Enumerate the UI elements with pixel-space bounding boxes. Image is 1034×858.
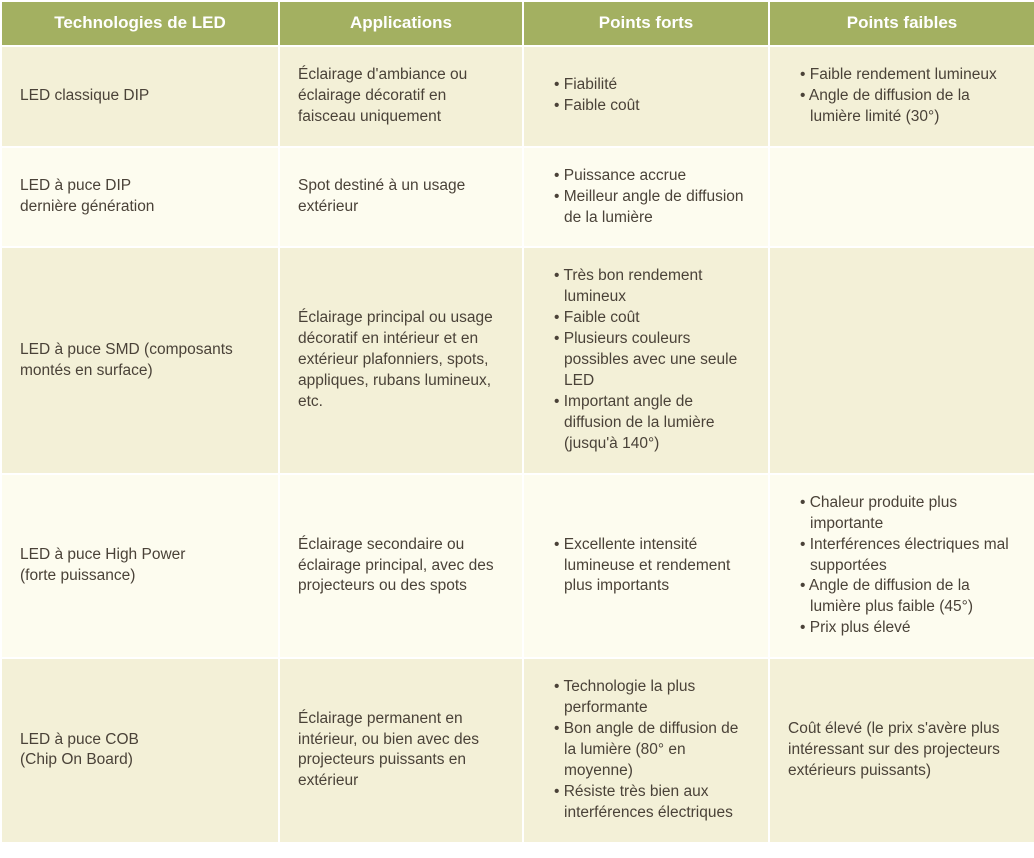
bullet-item: Meilleur angle de diffusion de la lumièr… bbox=[554, 187, 752, 229]
bullet-item: Puissance accrue bbox=[554, 166, 752, 187]
table-row: LED classique DIP Éclairage d'ambiance o… bbox=[1, 46, 1034, 147]
cell-points-forts: Puissance accrue Meilleur angle de diffu… bbox=[523, 147, 769, 248]
cell-points-forts: Fiabilité Faible coût bbox=[523, 46, 769, 147]
bullet-item: Faible rendement lumineux bbox=[800, 65, 1018, 86]
table-row: LED à puce SMD (composants montés en sur… bbox=[1, 247, 1034, 473]
cell-tech: LED classique DIP bbox=[1, 46, 279, 147]
cell-points-faibles bbox=[769, 247, 1034, 473]
bullet-item: Excellente intensité lumineuse et rendem… bbox=[554, 535, 752, 598]
bullet-item: Très bon rendement lumineux bbox=[554, 266, 752, 308]
bullet-item: Plusieurs couleurs possibles avec une se… bbox=[554, 329, 752, 392]
table-row: LED à puce COB (Chip On Board) Éclairage… bbox=[1, 658, 1034, 842]
bullet-item: Fiabilité bbox=[554, 75, 752, 96]
bullet-item: Résiste très bien aux interférences élec… bbox=[554, 782, 752, 824]
cell-applications: Éclairage secondaire ou éclairage princi… bbox=[279, 474, 523, 658]
cell-points-faibles bbox=[769, 147, 1034, 248]
col-header-applications: Applications bbox=[279, 1, 523, 46]
cell-points-faibles: Coût élevé (le prix s'avère plus intéres… bbox=[769, 658, 1034, 842]
col-header-technologies: Technologies de LED bbox=[1, 1, 279, 46]
col-header-points-forts: Points forts bbox=[523, 1, 769, 46]
cell-tech: LED à puce DIP dernière génération bbox=[1, 147, 279, 248]
bullet-item: Chaleur produite plus importante bbox=[800, 493, 1018, 535]
bullet-item: Important angle de diffusion de la lumiè… bbox=[554, 392, 752, 455]
led-technologies-table: Technologies de LED Applications Points … bbox=[0, 0, 1034, 844]
bullet-item: Angle de diffusion de la lumière plus fa… bbox=[800, 576, 1018, 618]
cell-points-forts: Technologie la plus performante Bon angl… bbox=[523, 658, 769, 842]
bullet-item: Technologie la plus performante bbox=[554, 677, 752, 719]
bullet-item: Interférences électriques mal supportées bbox=[800, 535, 1018, 577]
cell-applications: Spot destiné à un usage extérieur bbox=[279, 147, 523, 248]
cell-tech: LED à puce High Power (forte puissance) bbox=[1, 474, 279, 658]
cell-applications: Éclairage principal ou usage décoratif e… bbox=[279, 247, 523, 473]
bullet-item: Angle de diffusion de la lumière limité … bbox=[800, 86, 1018, 128]
table-header-row: Technologies de LED Applications Points … bbox=[1, 1, 1034, 46]
table-row: LED à puce DIP dernière génération Spot … bbox=[1, 147, 1034, 248]
cell-points-forts: Très bon rendement lumineux Faible coût … bbox=[523, 247, 769, 473]
cell-applications: Éclairage permanent en intérieur, ou bie… bbox=[279, 658, 523, 842]
bullet-item: Faible coût bbox=[554, 308, 752, 329]
cell-points-faibles: Chaleur produite plus importante Interfé… bbox=[769, 474, 1034, 658]
bullet-item: Bon angle de diffusion de la lumière (80… bbox=[554, 719, 752, 782]
cell-tech: LED à puce SMD (composants montés en sur… bbox=[1, 247, 279, 473]
table-row: LED à puce High Power (forte puissance) … bbox=[1, 474, 1034, 658]
cell-points-faibles: Faible rendement lumineux Angle de diffu… bbox=[769, 46, 1034, 147]
cell-applications: Éclairage d'ambiance ou éclairage décora… bbox=[279, 46, 523, 147]
col-header-points-faibles: Points faibles bbox=[769, 1, 1034, 46]
bullet-item: Prix plus élevé bbox=[800, 618, 1018, 639]
bullet-item: Faible coût bbox=[554, 96, 752, 117]
cell-points-forts: Excellente intensité lumineuse et rendem… bbox=[523, 474, 769, 658]
cell-tech: LED à puce COB (Chip On Board) bbox=[1, 658, 279, 842]
